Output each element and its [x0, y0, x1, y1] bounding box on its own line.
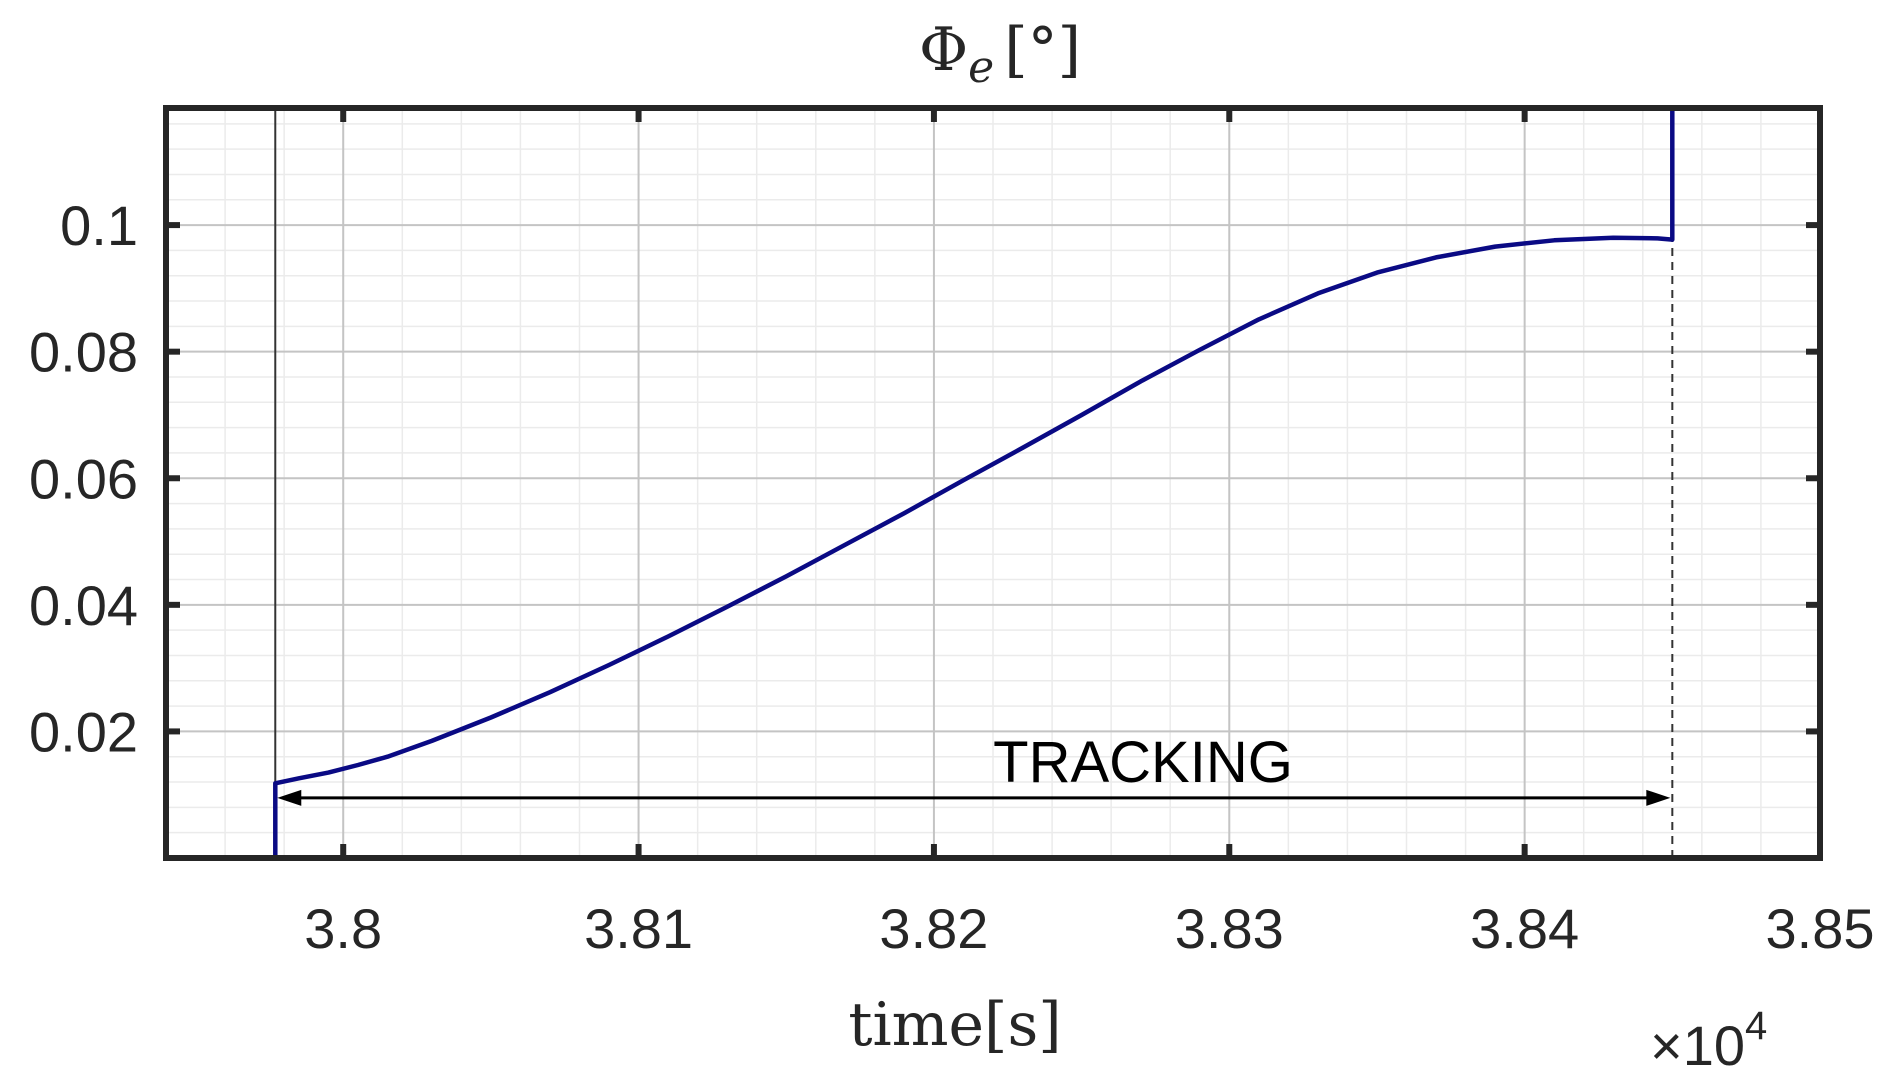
y-tick-label: 0.04 [29, 574, 138, 637]
chart-title: Φe [°] [919, 15, 1081, 93]
x-axis-exponent: ×104 [1650, 1004, 1767, 1077]
y-tick-label: 0.08 [29, 321, 138, 384]
x-tick-label: 3.83 [1175, 897, 1284, 960]
title-subscript: e [968, 42, 994, 93]
axes-box [163, 105, 1823, 861]
x-tick-label: 3.8 [304, 897, 382, 960]
x-exponent-base: ×10 [1650, 1014, 1745, 1077]
x-axis-label: time[s] [848, 990, 1061, 1060]
y-tick-label: 0.06 [29, 447, 138, 510]
arrow-head-left [277, 789, 302, 806]
event-markers [274, 108, 1674, 858]
x-tick-label: 3.84 [1470, 897, 1579, 960]
x-exponent-power: 4 [1745, 1004, 1767, 1048]
y-tick-labels: 0.02 0.04 0.06 0.08 0.1 [29, 194, 138, 763]
axes-frame [163, 105, 1823, 861]
x-tick-labels: 3.8 3.81 3.82 3.83 3.84 3.85 [304, 897, 1874, 960]
major-grid [166, 108, 1821, 858]
tracking-label: TRACKING [993, 730, 1293, 795]
series-line [273, 108, 1675, 858]
arrow-head-right [1646, 789, 1671, 806]
x-tick-label: 3.81 [584, 897, 693, 960]
tick-marks [166, 108, 1823, 858]
y-tick-label: 0.1 [60, 194, 138, 257]
x-tick-label: 3.85 [1766, 897, 1875, 960]
y-tick-label: 0.02 [29, 700, 138, 763]
title-unit: [°] [1004, 15, 1081, 85]
tracking-arrow [277, 789, 1671, 806]
x-tick-label: 3.82 [879, 897, 988, 960]
title-symbol: Φ [919, 15, 968, 85]
